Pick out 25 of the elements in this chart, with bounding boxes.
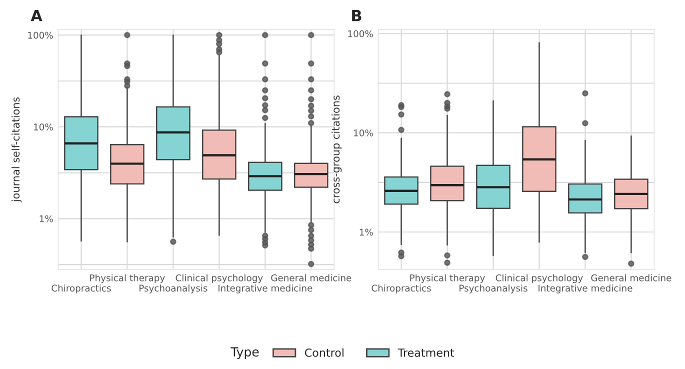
x-tick-label: Integrative medicine [538, 284, 632, 294]
y-tick-label: 1% [40, 215, 53, 222]
x-tick-label: Physical therapy [410, 274, 485, 284]
y-tick-label: 10% [34, 124, 53, 130]
chart-title: A [30, 10, 42, 22]
y-axis-title: journal self-citations [12, 97, 22, 202]
x-tick-label: General medicine [271, 274, 352, 282]
legend-label: Control [304, 348, 344, 357]
y-axis-title: cross-group citations [332, 96, 342, 204]
y-tick-label: 100% [28, 32, 53, 39]
x-tick-label: Clinical psychology [176, 274, 263, 284]
x-tick-label: Clinical psychology [496, 274, 583, 284]
x-tick-label: Chiropractics [372, 284, 431, 294]
x-tick-label: Physical therapy [90, 274, 165, 284]
chart-title: B [352, 10, 362, 22]
y-tick-label: 1% [360, 228, 373, 236]
y-tick-label: 10% [354, 129, 373, 136]
x-tick-label: Psychoanalysis [460, 284, 528, 294]
x-tick-label: Chiropractics [52, 284, 111, 294]
y-tick-label: 100% [348, 30, 373, 38]
x-tick-label: Integrative medicine [218, 284, 312, 294]
x-tick-label: General medicine [591, 274, 672, 282]
legend-label: Treatment [398, 348, 454, 357]
legend-title: Type [230, 347, 259, 359]
x-tick-label: Psychoanalysis [140, 284, 208, 294]
